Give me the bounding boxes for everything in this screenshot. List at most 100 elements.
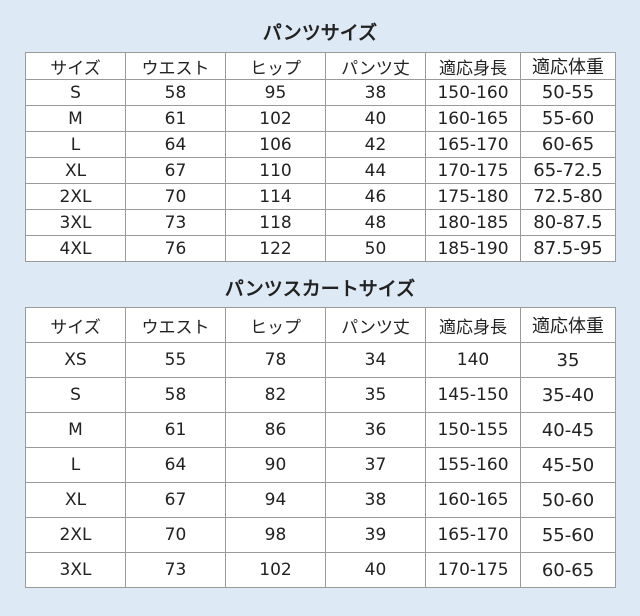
cell: 170-175 bbox=[425, 552, 521, 588]
table-row: S 58 95 38 150-160 50-55 bbox=[25, 79, 616, 106]
cell: 65-72.5 bbox=[520, 157, 616, 184]
cell: 87.5-95 bbox=[520, 235, 616, 262]
cell: 150-155 bbox=[425, 412, 521, 448]
cell: 94 bbox=[225, 482, 326, 518]
cell: 34 bbox=[325, 342, 426, 378]
cell: 60-65 bbox=[520, 131, 616, 158]
header-cell: ウエスト bbox=[125, 52, 226, 80]
size-table: サイズ ウエスト ヒップ パンツ丈 適応身長 適応体重 XS 55 78 34 140 35 S 58 82… bbox=[25, 307, 616, 588]
cell: 44 bbox=[325, 157, 426, 184]
cell: 150-160 bbox=[425, 79, 521, 106]
cell: 61 bbox=[125, 412, 226, 448]
cell: 3XL bbox=[25, 209, 126, 236]
header-cell: 適応体重 bbox=[520, 307, 616, 343]
cell: XL bbox=[25, 157, 126, 184]
cell: 86 bbox=[225, 412, 326, 448]
cell: 35 bbox=[325, 377, 426, 413]
cell: 40-45 bbox=[520, 412, 616, 448]
cell: 35 bbox=[520, 342, 616, 378]
cell: 114 bbox=[225, 183, 326, 210]
table-row: XS 55 78 34 140 35 bbox=[25, 342, 616, 378]
cell: 82 bbox=[225, 377, 326, 413]
cell: 102 bbox=[225, 552, 326, 588]
cell: 45-50 bbox=[520, 447, 616, 483]
cell: 106 bbox=[225, 131, 326, 158]
cell: 38 bbox=[325, 79, 426, 106]
cell: 2XL bbox=[25, 517, 126, 553]
cell: 3XL bbox=[25, 552, 126, 588]
cell: M bbox=[25, 105, 126, 132]
table-title: パンツスカートサイズ bbox=[224, 278, 416, 300]
header-cell: 適応身長 bbox=[425, 307, 521, 343]
size-table: サイズ ウエスト ヒップ パンツ丈 適応身長 適応体重 S 58 95 38 150-160 50-5… bbox=[25, 52, 616, 262]
table-row: L 64 106 42 165-170 60-65 bbox=[25, 131, 616, 158]
cell: 50-55 bbox=[520, 79, 616, 106]
cell: 78 bbox=[225, 342, 326, 378]
cell: 40 bbox=[325, 552, 426, 588]
cell: 61 bbox=[125, 105, 226, 132]
header-cell: 適応体重 bbox=[520, 52, 616, 80]
table-row: S 58 82 35 145-150 35-40 bbox=[25, 377, 616, 413]
cell: 185-190 bbox=[425, 235, 521, 262]
cell: 67 bbox=[125, 157, 226, 184]
cell: S bbox=[25, 377, 126, 413]
cell: 38 bbox=[325, 482, 426, 518]
cell: 60-65 bbox=[520, 552, 616, 588]
cell: 2XL bbox=[25, 183, 126, 210]
table-row: XL 67 110 44 170-175 65-72.5 bbox=[25, 157, 616, 184]
cell: 80-87.5 bbox=[520, 209, 616, 236]
cell: 58 bbox=[125, 79, 226, 106]
cell: 55-60 bbox=[520, 517, 616, 553]
header-cell: サイズ bbox=[25, 52, 126, 80]
cell: 180-185 bbox=[425, 209, 521, 236]
cell: 175-180 bbox=[425, 183, 521, 210]
table-row: XL 67 94 38 160-165 50-60 bbox=[25, 482, 616, 518]
cell: 37 bbox=[325, 447, 426, 483]
header-cell: パンツ丈 bbox=[325, 52, 426, 80]
header-cell: サイズ bbox=[25, 307, 126, 343]
header-cell: 適応身長 bbox=[425, 52, 521, 80]
table-row: 2XL 70 98 39 165-170 55-60 bbox=[25, 517, 616, 553]
cell: 110 bbox=[225, 157, 326, 184]
cell: 42 bbox=[325, 131, 426, 158]
cell: 118 bbox=[225, 209, 326, 236]
cell: 145-150 bbox=[425, 377, 521, 413]
cell: 170-175 bbox=[425, 157, 521, 184]
cell: 98 bbox=[225, 517, 326, 553]
cell: 72.5-80 bbox=[520, 183, 616, 210]
cell: 165-170 bbox=[425, 517, 521, 553]
cell: 36 bbox=[325, 412, 426, 448]
cell: M bbox=[25, 412, 126, 448]
header-row: サイズ ウエスト ヒップ パンツ丈 適応身長 適応体重 bbox=[25, 307, 616, 343]
cell: 39 bbox=[325, 517, 426, 553]
cell: 73 bbox=[125, 209, 226, 236]
cell: 90 bbox=[225, 447, 326, 483]
cell: 70 bbox=[125, 183, 226, 210]
table-row: M 61 102 40 160-165 55-60 bbox=[25, 105, 616, 132]
cell: 48 bbox=[325, 209, 426, 236]
cell: 160-165 bbox=[425, 482, 521, 518]
header-row: サイズ ウエスト ヒップ パンツ丈 適応身長 適応体重 bbox=[25, 52, 616, 80]
cell: 55-60 bbox=[520, 105, 616, 132]
cell: 46 bbox=[325, 183, 426, 210]
table-row: L 64 90 37 155-160 45-50 bbox=[25, 447, 616, 483]
cell: S bbox=[25, 79, 126, 106]
table-row: 4XL 76 122 50 185-190 87.5-95 bbox=[25, 235, 616, 262]
cell: 76 bbox=[125, 235, 226, 262]
header-cell: ウエスト bbox=[125, 307, 226, 343]
cell: 55 bbox=[125, 342, 226, 378]
cell: 4XL bbox=[25, 235, 126, 262]
cell: L bbox=[25, 447, 126, 483]
table-row: M 61 86 36 150-155 40-45 bbox=[25, 412, 616, 448]
cell: 140 bbox=[425, 342, 521, 378]
cell: 160-165 bbox=[425, 105, 521, 132]
cell: 50 bbox=[325, 235, 426, 262]
cell: 50-60 bbox=[520, 482, 616, 518]
table-title: パンツサイズ bbox=[262, 22, 378, 44]
cell: L bbox=[25, 131, 126, 158]
table-row: 3XL 73 118 48 180-185 80-87.5 bbox=[25, 209, 616, 236]
cell: 35-40 bbox=[520, 377, 616, 413]
cell: 73 bbox=[125, 552, 226, 588]
cell: 40 bbox=[325, 105, 426, 132]
